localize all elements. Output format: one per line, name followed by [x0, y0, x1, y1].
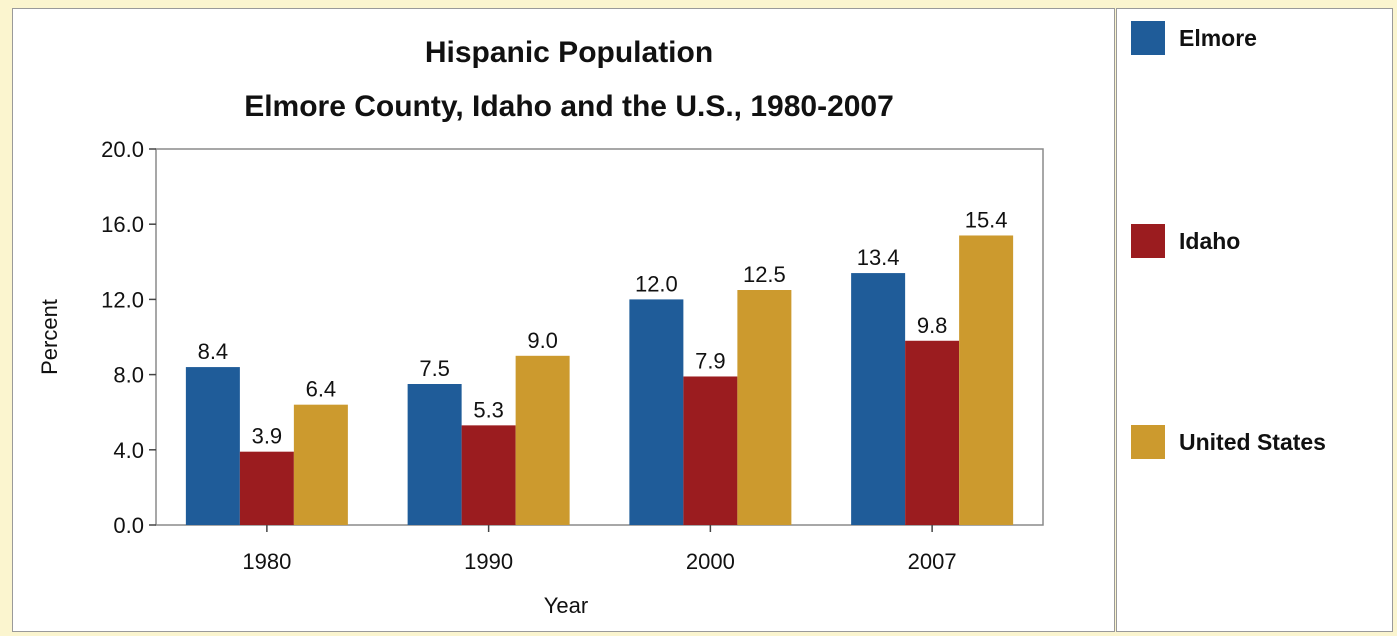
x-tick-label: 2000: [686, 549, 735, 574]
chart-subtitle: Elmore County, Idaho and the U.S., 1980-…: [244, 90, 894, 123]
y-tick-label: 20.0: [101, 137, 144, 162]
legend-item-idaho: Idaho: [1131, 224, 1240, 258]
chart-panel: Hispanic Population Elmore County, Idaho…: [12, 8, 1115, 632]
bar-data-label: 6.4: [306, 377, 337, 402]
legend-swatch: [1131, 224, 1165, 258]
legend-item-united-states: United States: [1131, 425, 1326, 459]
bar-chart: Hispanic Population Elmore County, Idaho…: [37, 36, 1044, 618]
bar-united-states-2007: [959, 235, 1014, 526]
bar-united-states-1990: [515, 355, 570, 525]
legend-label: Elmore: [1179, 24, 1257, 51]
legend-item-elmore: Elmore: [1131, 21, 1257, 55]
y-tick-label: 8.0: [113, 363, 144, 388]
bar-data-label: 7.9: [695, 348, 726, 373]
legend-label: Idaho: [1179, 227, 1241, 254]
bar-data-label: 5.3: [473, 397, 504, 422]
bar-idaho-2000: [683, 376, 738, 525]
y-tick-label: 0.0: [113, 513, 144, 538]
x-tick-label: 1990: [464, 549, 513, 574]
x-tick-label: 1980: [242, 549, 291, 574]
x-tick-label: 2007: [908, 549, 957, 574]
bar-data-label: 7.5: [419, 356, 450, 381]
bar-elmore-1980: [185, 367, 240, 525]
chart-title: Hispanic Population: [425, 36, 713, 69]
legend-swatch: [1131, 21, 1165, 55]
x-axis-label: Year: [544, 593, 588, 618]
bar-elmore-2000: [629, 299, 684, 525]
bar-idaho-2007: [905, 340, 960, 525]
bar-idaho-1980: [239, 451, 294, 525]
bar-data-label: 13.4: [857, 245, 900, 270]
bar-data-label: 12.5: [743, 262, 786, 287]
bar-data-label: 8.4: [198, 339, 229, 364]
y-tick-label: 4.0: [113, 438, 144, 463]
bar-united-states-2000: [737, 290, 792, 525]
bar-elmore-1990: [407, 384, 462, 525]
bar-data-label: 9.8: [917, 313, 948, 338]
bar-data-label: 9.0: [527, 328, 558, 353]
legend: Elmore Idaho United States: [1116, 8, 1393, 632]
bar-data-label: 15.4: [965, 207, 1008, 232]
y-axis-label: Percent: [37, 299, 62, 375]
bar-data-label: 12.0: [635, 271, 678, 296]
y-tick-label: 16.0: [101, 212, 144, 237]
bar-united-states-1980: [293, 404, 348, 525]
y-tick-label: 12.0: [101, 287, 144, 312]
bar-idaho-1990: [461, 425, 516, 525]
bar-elmore-2007: [851, 273, 906, 525]
legend-swatch: [1131, 425, 1165, 459]
legend-label: United States: [1179, 428, 1326, 455]
bar-data-label: 3.9: [252, 424, 283, 449]
